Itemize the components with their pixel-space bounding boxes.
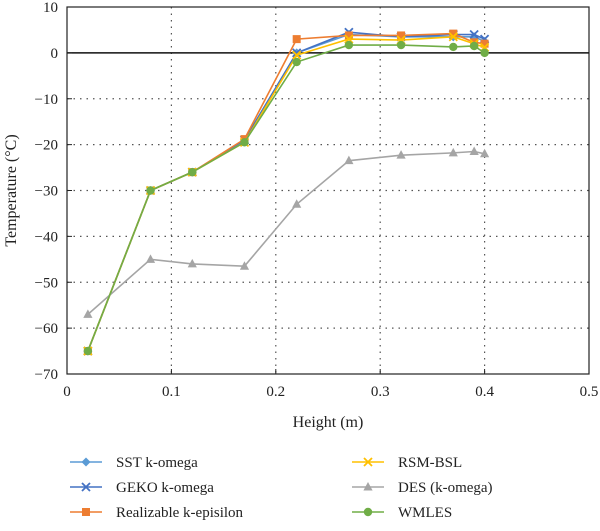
data-point bbox=[469, 146, 479, 156]
data-point bbox=[292, 48, 302, 58]
data-point bbox=[480, 39, 489, 48]
y-tick-label: −60 bbox=[35, 321, 58, 337]
legend-item-des-k-omega: DES (k-omega) bbox=[352, 480, 493, 496]
data-point bbox=[292, 199, 302, 208]
data-point bbox=[480, 48, 489, 58]
y-tick-label: −40 bbox=[35, 229, 58, 245]
x-axis-title: Height (m) bbox=[293, 414, 364, 431]
grid-layer bbox=[67, 7, 589, 374]
legend-label: GEKO k-omega bbox=[116, 480, 214, 496]
legend-item-wmles: WMLES bbox=[352, 505, 452, 521]
legend-label: Realizable k-episilon bbox=[116, 505, 244, 521]
legend-marker bbox=[363, 457, 373, 467]
data-point bbox=[188, 167, 197, 177]
data-point bbox=[240, 138, 249, 147]
x-tick-label: 0.2 bbox=[266, 384, 285, 400]
series-rsm-bsl bbox=[83, 32, 490, 356]
data-point bbox=[397, 31, 406, 40]
y-tick-label: −10 bbox=[35, 92, 58, 108]
data-point bbox=[344, 34, 354, 44]
legend-item-rsm-bsl: RSM-BSL bbox=[352, 455, 462, 471]
data-point bbox=[292, 57, 301, 67]
legend-item-geko-k-omega: GEKO k-omega bbox=[70, 480, 214, 496]
tick-label-layer: 0 0.1 0.2 0.3 0.4 0.5 10 0 −10 −20 −30 −40 −50 −60 −70 bbox=[35, 0, 599, 400]
data-point bbox=[469, 29, 479, 40]
data-point bbox=[344, 31, 353, 40]
series-layer bbox=[83, 27, 490, 356]
data-point bbox=[292, 50, 302, 60]
data-point bbox=[396, 150, 406, 159]
data-point bbox=[187, 258, 197, 268]
x-tick-label: 0.4 bbox=[475, 384, 494, 400]
legend-label: RSM-BSL bbox=[398, 455, 462, 471]
data-point bbox=[292, 35, 301, 44]
legend-label: DES (k-omega) bbox=[398, 480, 493, 496]
data-point bbox=[448, 32, 458, 42]
series-wmles bbox=[83, 40, 489, 356]
legend-marker bbox=[363, 507, 373, 517]
data-point bbox=[344, 40, 354, 50]
legend-label: WMLES bbox=[398, 505, 452, 521]
data-point bbox=[83, 346, 93, 356]
y-tick-label: 10 bbox=[43, 0, 58, 16]
legend-marker bbox=[363, 482, 373, 491]
y-axis-title: Temperature (°C) bbox=[3, 134, 20, 246]
legend-item-sst-k-omega: SST k-omega bbox=[70, 455, 198, 471]
data-point bbox=[449, 29, 458, 38]
legend-marker bbox=[81, 482, 91, 492]
legend-label: SST k-omega bbox=[116, 455, 198, 471]
series-des-k-omega bbox=[83, 146, 490, 318]
legend: SST k-omega GEKO k-omega Realizable k-epis… bbox=[70, 455, 493, 521]
x-tick-label: 0 bbox=[63, 384, 71, 400]
data-point bbox=[83, 309, 93, 318]
data-point bbox=[146, 186, 155, 195]
y-tick-label: −30 bbox=[35, 184, 58, 200]
legend-item-realizable-k-episilon: Realizable k-episilon bbox=[70, 505, 244, 521]
axis-layer bbox=[66, 6, 590, 375]
data-point bbox=[239, 261, 250, 270]
data-point bbox=[145, 254, 156, 263]
y-tick-label: 0 bbox=[51, 46, 59, 62]
series-line bbox=[87, 44, 486, 352]
x-tick-label: 0.3 bbox=[371, 384, 390, 400]
data-point bbox=[448, 147, 458, 157]
series-line bbox=[87, 150, 485, 315]
x-tick-label: 0.1 bbox=[162, 384, 181, 400]
y-tick-label: −50 bbox=[35, 275, 58, 291]
x-tick-label: 0.5 bbox=[580, 384, 599, 400]
y-tick-label: −70 bbox=[35, 367, 58, 383]
data-point bbox=[480, 148, 490, 158]
legend-marker bbox=[81, 457, 91, 467]
data-point bbox=[396, 40, 406, 50]
y-tick-label: −20 bbox=[35, 138, 58, 154]
data-point bbox=[469, 41, 479, 51]
legend-marker bbox=[82, 508, 90, 516]
data-point bbox=[344, 155, 354, 165]
data-point bbox=[449, 42, 458, 52]
